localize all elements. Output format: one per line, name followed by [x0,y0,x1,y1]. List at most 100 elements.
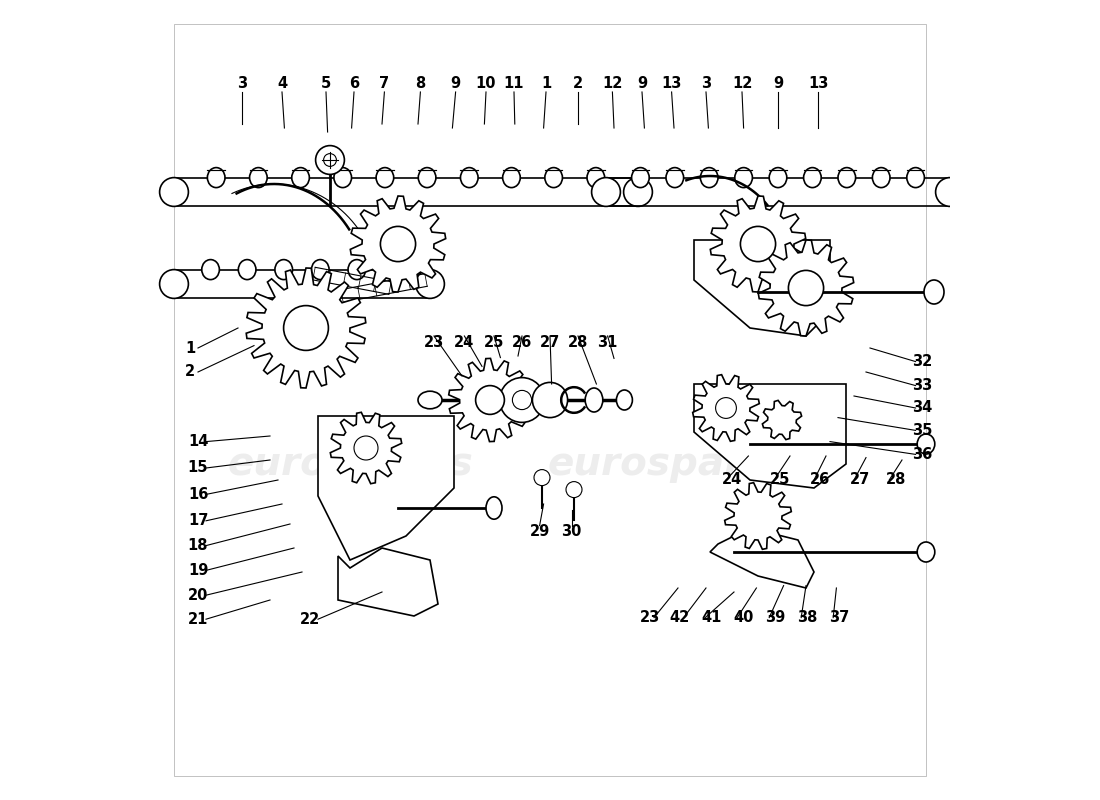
Polygon shape [246,268,366,388]
Text: 18: 18 [188,538,208,553]
Ellipse shape [592,178,620,206]
Text: 20: 20 [188,588,208,602]
Text: 41: 41 [702,610,722,625]
Ellipse shape [334,168,352,188]
Polygon shape [330,412,402,484]
Text: eurospares: eurospares [547,445,793,483]
Polygon shape [338,548,438,616]
Ellipse shape [418,391,442,409]
Ellipse shape [544,168,562,188]
Polygon shape [318,416,454,560]
Ellipse shape [616,390,632,410]
Ellipse shape [418,168,436,188]
Ellipse shape [292,168,309,188]
Text: 17: 17 [188,514,208,528]
Text: 9: 9 [451,77,461,91]
Circle shape [532,382,568,418]
Circle shape [499,378,544,422]
Text: 28: 28 [568,335,588,350]
Text: 11: 11 [504,77,525,91]
Ellipse shape [201,259,219,280]
Text: 3: 3 [236,77,248,91]
Text: 37: 37 [829,610,849,625]
Text: 1: 1 [541,77,551,91]
Circle shape [354,436,378,460]
Text: 23: 23 [424,335,444,350]
Text: 36: 36 [912,447,932,462]
Circle shape [381,226,416,262]
Polygon shape [758,240,854,336]
Text: 42: 42 [670,610,690,625]
Text: 7: 7 [379,77,389,91]
Text: 10: 10 [475,77,496,91]
Circle shape [316,146,344,174]
Ellipse shape [416,270,444,298]
Ellipse shape [239,259,256,280]
Polygon shape [694,384,846,488]
Text: eurospares: eurospares [227,445,473,483]
Text: 1: 1 [185,341,195,355]
Ellipse shape [275,259,293,280]
Ellipse shape [906,168,924,188]
Text: 13: 13 [807,77,828,91]
Ellipse shape [311,259,329,280]
Text: 31: 31 [597,335,618,350]
Text: 19: 19 [188,563,208,578]
Circle shape [789,270,824,306]
Text: 9: 9 [773,77,783,91]
Polygon shape [350,196,446,292]
Text: 2: 2 [573,77,583,91]
Text: 22: 22 [300,612,320,626]
Polygon shape [710,528,814,588]
Ellipse shape [585,388,603,412]
Circle shape [513,390,531,410]
Ellipse shape [376,168,394,188]
Text: 5: 5 [321,77,331,91]
Text: 25: 25 [770,473,791,487]
Text: 15: 15 [188,461,208,475]
Text: 14: 14 [188,434,208,449]
Text: 39: 39 [766,610,785,625]
Circle shape [475,386,505,414]
Text: 32: 32 [912,354,932,369]
Text: 8: 8 [416,77,426,91]
Ellipse shape [838,168,856,188]
Ellipse shape [936,178,965,206]
Ellipse shape [917,434,935,454]
Ellipse shape [208,168,226,188]
Ellipse shape [348,259,365,280]
Text: 26: 26 [512,335,532,350]
Ellipse shape [917,542,935,562]
Ellipse shape [486,497,502,519]
Polygon shape [449,358,531,442]
Polygon shape [711,196,805,292]
Circle shape [566,482,582,498]
Text: 30: 30 [561,525,582,539]
Text: 28: 28 [886,473,905,487]
Text: 2: 2 [185,365,195,379]
Text: 40: 40 [734,610,754,625]
Circle shape [740,226,776,262]
Ellipse shape [735,168,752,188]
Text: 34: 34 [912,401,932,415]
Ellipse shape [160,178,188,206]
Text: 16: 16 [188,487,208,502]
Text: 9: 9 [637,77,647,91]
Ellipse shape [250,168,267,188]
Text: 26: 26 [811,473,830,487]
Text: 38: 38 [798,610,817,625]
Ellipse shape [631,168,649,188]
Ellipse shape [769,168,786,188]
Text: 27: 27 [850,473,870,487]
Text: 24: 24 [454,335,474,350]
Ellipse shape [461,168,478,188]
Circle shape [284,306,329,350]
Text: 3: 3 [701,77,711,91]
Text: 33: 33 [912,378,932,393]
Text: 29: 29 [529,525,550,539]
Text: 13: 13 [661,77,682,91]
Circle shape [323,154,337,166]
Text: 4: 4 [277,77,287,91]
Text: 23: 23 [640,610,660,625]
Text: 12: 12 [732,77,752,91]
